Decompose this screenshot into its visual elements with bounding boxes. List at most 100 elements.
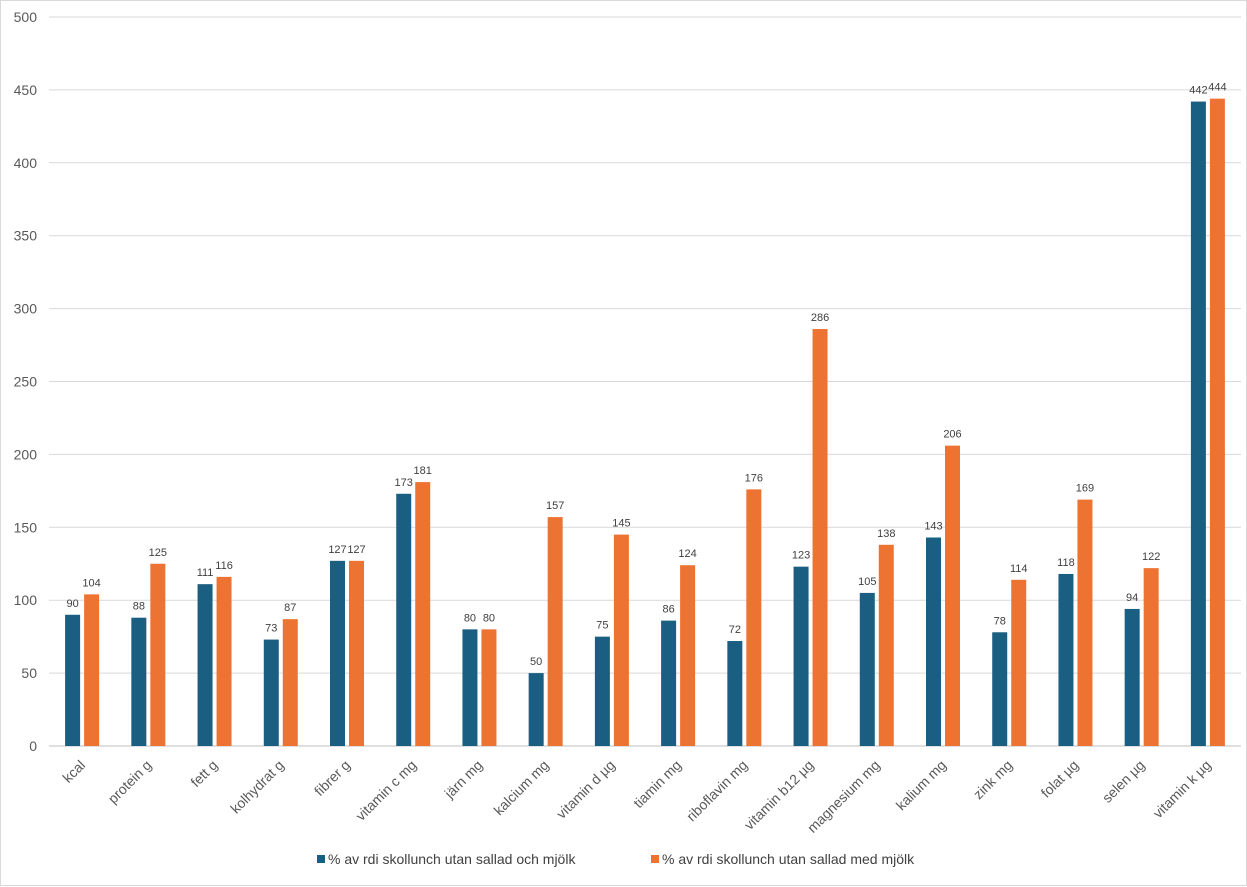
bar-series-2	[1077, 499, 1093, 746]
bar-series-2	[1209, 98, 1225, 746]
x-tick-label: fibrer g	[311, 757, 353, 799]
data-label: 127	[347, 544, 365, 556]
data-label: 444	[1208, 82, 1226, 94]
bar-series-1	[727, 641, 743, 746]
bar-series-2	[812, 329, 828, 746]
legend-item-1: % av rdi skollunch utan sallad och mjölk	[317, 851, 576, 867]
x-axis-ticks: kcal protein g fett g kolhydrat g fibrer g vi…	[59, 757, 1214, 836]
bar-series-1	[1190, 101, 1206, 746]
data-label: 72	[729, 624, 741, 636]
data-label: 123	[792, 550, 810, 562]
y-tick-label: 200	[14, 446, 38, 462]
legend-label: % av rdi skollunch utan sallad med mjölk	[662, 851, 915, 867]
data-label: 286	[811, 312, 829, 324]
bar-series-1	[462, 629, 478, 746]
legend-swatch	[651, 855, 659, 863]
bar-series-2	[1011, 579, 1027, 746]
data-label: 104	[82, 577, 100, 589]
bar-series-2	[680, 565, 696, 746]
data-label: 169	[1076, 483, 1094, 495]
data-label: 80	[483, 612, 495, 624]
bar-series-1	[528, 673, 544, 746]
bar-series-2	[282, 619, 298, 746]
data-label: 73	[265, 623, 277, 635]
x-tick-label: vitamin b12 µg	[741, 757, 817, 833]
bar-series-2	[945, 445, 960, 746]
y-tick-label: 500	[14, 9, 38, 25]
bar-series-1	[131, 617, 147, 746]
bar-series-1	[330, 560, 345, 746]
bar-series-2	[349, 560, 364, 746]
x-tick-label: selen µg	[1099, 757, 1148, 806]
x-tick-label: vitamin d µg	[553, 757, 618, 822]
legend: % av rdi skollunch utan sallad och mjölk…	[317, 851, 915, 867]
data-label: 125	[149, 547, 167, 559]
bar-series-2	[746, 489, 762, 746]
gridlines	[49, 16, 1241, 747]
data-label: 157	[546, 500, 564, 512]
data-label: 118	[1057, 557, 1075, 569]
x-tick-label: vitamin k µg	[1150, 757, 1214, 821]
y-tick-label: 350	[14, 228, 38, 244]
data-label: 86	[662, 604, 674, 616]
bars	[65, 98, 1225, 746]
data-label: 138	[877, 528, 895, 540]
bar-series-1	[1124, 608, 1140, 746]
bar-series-1	[661, 620, 677, 746]
x-tick-label: folat µg	[1038, 757, 1082, 801]
x-tick-label: järn mg	[441, 757, 486, 802]
x-tick-label: protein g	[105, 757, 155, 807]
bar-series-2	[547, 517, 563, 746]
bar-series-2	[878, 544, 894, 746]
bar-series-1	[396, 493, 412, 746]
x-tick-label: kcal	[59, 757, 88, 786]
x-tick-label: vitamin c mg	[352, 757, 419, 824]
bar-series-2	[613, 534, 629, 746]
data-label: 181	[414, 465, 432, 477]
y-tick-label: 50	[21, 665, 37, 681]
data-label: 88	[133, 601, 145, 613]
data-label: 206	[943, 429, 961, 441]
data-label: 87	[284, 602, 296, 614]
y-axis-ticks: 0 50 100 150 200 250 300 350 400 450 500	[14, 9, 38, 754]
bar-series-1	[65, 614, 81, 746]
bar-series-2	[150, 563, 166, 746]
bar-series-2	[216, 576, 232, 746]
data-label: 124	[678, 548, 696, 560]
data-label: 442	[1189, 85, 1207, 97]
bar-series-2	[481, 629, 497, 746]
bar-series-1	[197, 584, 213, 746]
x-tick-label: kolhydrat g	[227, 757, 287, 817]
y-tick-label: 450	[14, 82, 38, 98]
data-label: 111	[197, 567, 214, 579]
bar-series-1	[1058, 573, 1074, 746]
bar-series-2	[415, 482, 431, 746]
data-label: 173	[395, 477, 413, 489]
y-tick-label: 300	[14, 301, 38, 317]
data-label: 122	[1142, 551, 1160, 563]
x-tick-label: tiamin mg	[630, 757, 684, 811]
bar-series-1	[263, 639, 279, 746]
x-tick-label: kalcium mg	[490, 757, 551, 818]
data-label: 114	[1010, 563, 1028, 575]
data-label: 75	[596, 620, 608, 632]
data-label: 116	[215, 560, 233, 572]
data-label: 50	[530, 656, 542, 668]
bar-series-1	[859, 592, 875, 746]
legend-swatch	[317, 855, 325, 863]
bar-series-2	[1143, 568, 1159, 746]
data-label: 176	[745, 472, 763, 484]
x-tick-label: kalium mg	[893, 757, 949, 813]
data-label: 105	[858, 576, 876, 588]
y-tick-label: 100	[14, 592, 38, 608]
bar-series-1	[594, 636, 610, 746]
bar-series-1	[992, 632, 1008, 746]
data-label: 127	[328, 544, 346, 556]
y-tick-label: 400	[14, 155, 38, 171]
data-label: 90	[66, 598, 78, 610]
bar-series-1	[793, 566, 809, 746]
x-tick-label: zink mg	[970, 757, 1015, 802]
